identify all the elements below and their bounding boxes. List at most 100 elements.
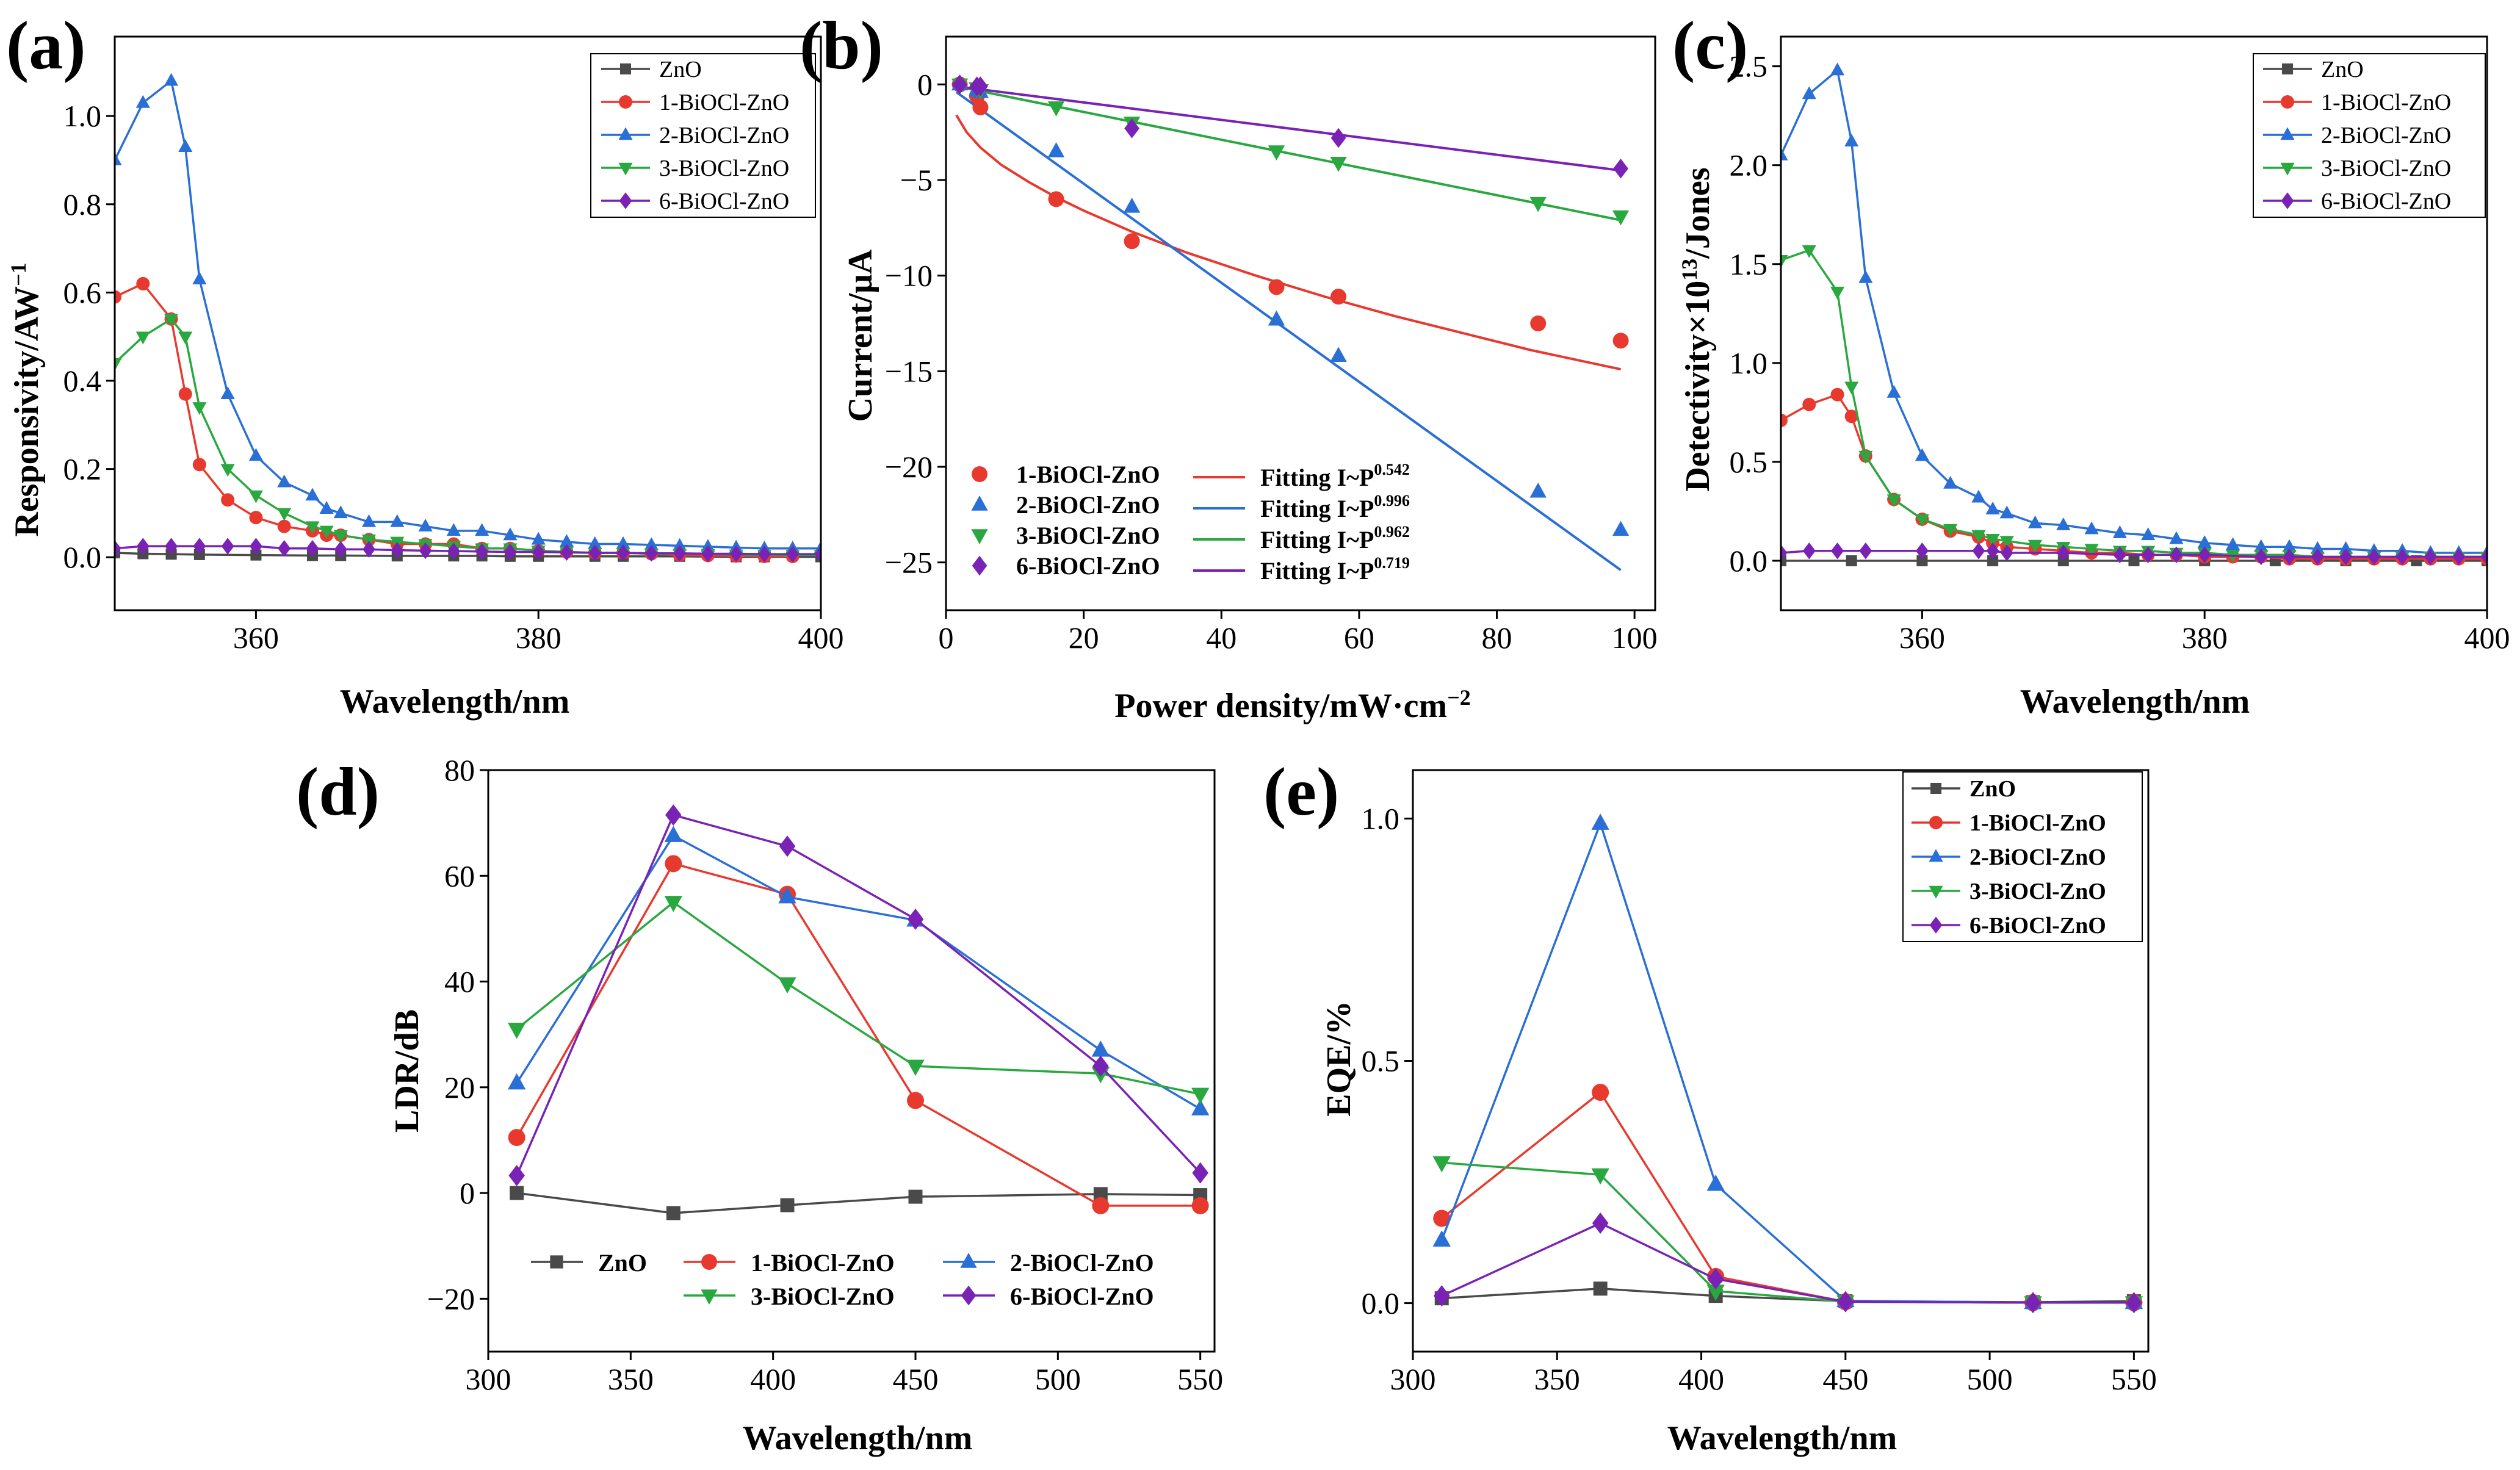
panel-b-fit-1-biocl-zno (955, 114, 1622, 371)
panel-b-xlabel: Power density/mW·cm−2 (1114, 685, 1470, 725)
panel-c-ylabel-sup: 13 (1677, 259, 1702, 281)
panel-a-point-6-biocl-zno (221, 538, 234, 555)
panel-e-legend: ZnO 1-BiOCl-ZnO 2-BiOCl-ZnO 3-BiOCl-ZnO 6-Bi… (1902, 771, 2143, 942)
panel-e-point-3-biocl-zno (1432, 1156, 1451, 1173)
panel-c-point-2-biocl-zno (2141, 527, 2156, 541)
panel-a-point-2-biocl-zno (164, 73, 179, 86)
panel-b-legend-marker-1-biocl-zno (972, 466, 987, 482)
panel-c-point-2-biocl-zno (1802, 86, 1816, 99)
panel-e-line-6-biocl-zno (1441, 1222, 2134, 1304)
panel-d-point-6-biocl-zno (1192, 1162, 1208, 1184)
panel-e-legend-marker-2-biocl-zno (1929, 849, 1943, 862)
panel-a-point-1-biocl-zno (192, 458, 206, 472)
panel-b-legend-label-3-biocl-zno: 3-BiOCl-ZnO (1016, 522, 1160, 549)
panel-e-point-6-biocl-zno (2024, 1292, 2042, 1314)
panel-b-legend-label-6-biocl-zno: 6-BiOCl-ZnO (1016, 552, 1160, 580)
panel-b-xlabel-text: Power density/mW·cm (1114, 687, 1447, 725)
panel-c-legend-marker-3-biocl-zno (2280, 162, 2295, 176)
panel-d-point-2-biocl-zno (507, 1073, 526, 1090)
panel-a-point-2-biocl-zno (192, 272, 207, 284)
panel-c-point-2-biocl-zno (1858, 270, 1873, 283)
panel-a-point-6-biocl-zno (136, 538, 150, 555)
panel-a-point-6-biocl-zno (814, 546, 821, 563)
panel-b-fit-exponent: 0.996 (1374, 492, 1410, 510)
panel-c-point-2-biocl-zno (2056, 517, 2071, 530)
panel-a-point-3-biocl-zno (305, 521, 320, 535)
panel-c-legend-label-1-biocl-zno: 1-BiOCl-ZnO (2321, 90, 2451, 115)
panel-c-point-6-biocl-zno (1972, 542, 1985, 560)
panel-b-point-3-biocl-zno (1330, 157, 1347, 172)
panel-c-line-2-biocl-zno (1781, 68, 2487, 554)
panel-c-point-2-biocl-zno (1844, 134, 1859, 147)
panel-c-point-6-biocl-zno (2255, 548, 2268, 566)
panel-a-point-3-biocl-zno (220, 464, 235, 477)
panel-a-point-zno (250, 549, 262, 561)
panel-d-point-3-biocl-zno (664, 896, 683, 912)
panel-d-point-1-biocl-zno (1092, 1197, 1110, 1214)
panel-c-xlabel: Wavelength/nm (2020, 683, 2250, 721)
panel-c-point-2-biocl-zno (2254, 539, 2269, 552)
panel-c: (c) Detectivity×1013/Jones Wavelength/nm… (1672, 8, 2510, 721)
panel-c-point-3-biocl-zno (1844, 381, 1859, 395)
panel-c-point-1-biocl-zno (1844, 409, 1858, 423)
panel-e-point-zno (1593, 1281, 1608, 1296)
panel-d-point-3-biocl-zno (507, 1023, 526, 1039)
panel-d-ylabel: LDR/dB (388, 1009, 426, 1133)
panel-a-point-2-biocl-zno (446, 523, 461, 536)
panel-d: (d) LDR/dB Wavelength/nm 300 350 400 450 500… (296, 753, 1223, 1457)
panel-b-fit-6-biocl-zno (956, 85, 1621, 172)
panel-a-xlabel: Wavelength/nm (340, 683, 569, 721)
panel-a-point-3-biocl-zno (248, 490, 263, 503)
panel-b-legend-marker-3-biocl-zno (971, 529, 988, 544)
panel-c-point-6-biocl-zno (2395, 548, 2409, 566)
panel-d-point-3-biocl-zno (1191, 1087, 1210, 1104)
panel-c-ytick-label: 1.0 (1730, 346, 1768, 380)
panel-c-legend-marker-2-biocl-zno (2280, 127, 2295, 140)
panel-b-legend-fit-label-1-biocl-zno: Fitting I~P0.542 (1260, 461, 1410, 491)
panel-c-point-3-biocl-zno (1830, 286, 1845, 300)
panel-d-line-zno (516, 1192, 1200, 1214)
panel-b-point-2-biocl-zno (1330, 347, 1347, 362)
panel-e-point-6-biocl-zno (1433, 1285, 1450, 1307)
panel-c-legend-marker-1-biocl-zno (2281, 95, 2294, 109)
panel-e-legend-label-6-biocl-zno: 6-BiOCl-ZnO (1969, 913, 2106, 939)
panel-c-point-2-biocl-zno (2310, 541, 2325, 554)
panel-c-point-zno (1916, 555, 1928, 566)
panel-a-legend-marker-1-biocl-zno (619, 95, 632, 109)
panel-c-point-3-biocl-zno (1886, 494, 1901, 508)
panel-a-line-3-biocl-zno (115, 317, 821, 557)
panel-a-point-6-biocl-zno (616, 544, 630, 561)
panel-a-point-1-biocl-zno (277, 519, 291, 533)
panel-c-point-3-biocl-zno (2084, 544, 2099, 557)
panel-c-line-6-biocl-zno (1781, 550, 2487, 558)
panel-a-ytick-label: 1.0 (63, 99, 102, 133)
panel-b-ytick-label: −15 (885, 354, 933, 388)
panel-e-frame (1412, 769, 2150, 1353)
panel-d-point-zno (1093, 1187, 1108, 1202)
panel-b-xtick-label: 80 (1482, 621, 1512, 655)
panel-a-point-6-biocl-zno (306, 540, 319, 557)
panel-c-point-2-biocl-zno (2197, 535, 2212, 549)
panel-e-legend-marker-6-biocl-zno (1929, 917, 1943, 934)
panel-c-point-6-biocl-zno (1802, 542, 1816, 560)
panel-c-point-6-biocl-zno (2057, 544, 2070, 561)
panel-d-frame (487, 769, 1216, 1353)
panel-c-ylabel-tail: /Jones (1679, 167, 1717, 259)
panel-a-legend-items: ZnO 1-BiOCl-ZnO 2-BiOCl-ZnO 3-BiOCl-ZnO 6-Bi… (601, 57, 789, 214)
panel-c-point-3-biocl-zno (1985, 534, 2000, 547)
panel-d-point-1-biocl-zno (1191, 1197, 1209, 1214)
panel-e-legend-label-3-biocl-zno: 3-BiOCl-ZnO (1969, 879, 2106, 904)
panel-b-point-6-biocl-zno (973, 76, 988, 96)
panel-d-point-2-biocl-zno (664, 826, 683, 842)
panel-d-legend-marker-2-biocl-zno (960, 1253, 977, 1268)
panel-a-legend-marker-zno (619, 63, 632, 75)
panel-d-point-3-biocl-zno (778, 977, 796, 994)
panel-c-series-group (1781, 62, 2487, 566)
panel-a-point-1-biocl-zno (178, 387, 192, 401)
panel-c-point-2-biocl-zno (1886, 384, 1901, 398)
panel-b-ytick-label: −20 (885, 450, 933, 484)
panel-a-xtick-label: 400 (798, 621, 844, 655)
panel-a-point-6-biocl-zno (193, 538, 206, 555)
panel-a-point-6-biocl-zno (729, 545, 743, 563)
panel-a-point-6-biocl-zno (419, 542, 432, 560)
